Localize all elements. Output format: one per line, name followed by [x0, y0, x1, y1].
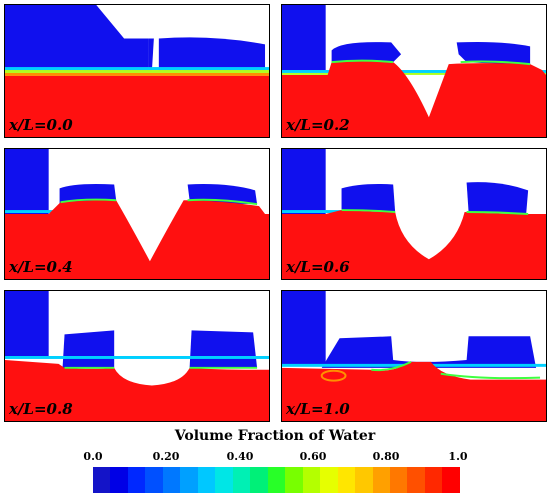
contour-plot — [282, 149, 546, 279]
colorbar — [93, 467, 460, 493]
colorbar-tick: 1.0 — [448, 450, 468, 463]
colorbar-tick: 0.0 — [83, 450, 103, 463]
colorbar-swatch — [302, 467, 321, 493]
contour-plot — [5, 149, 269, 279]
colorbar-swatch — [424, 467, 443, 493]
panel-xl-0.8: x/L=0.8 — [4, 290, 270, 422]
colorbar-tick: 0.60 — [299, 450, 327, 463]
colorbar-swatch — [355, 467, 373, 493]
colorbar-swatch — [372, 467, 390, 493]
panel-label: x/L=0.6 — [286, 258, 350, 276]
panel-label: x/L=0.2 — [286, 116, 350, 134]
colorbar-tick: 0.20 — [152, 450, 180, 463]
colorbar-swatch — [250, 467, 268, 493]
contour-plot — [5, 5, 269, 137]
panel-xl-0.6: x/L=0.6 — [281, 148, 547, 280]
colorbar-swatch — [110, 467, 128, 493]
colorbar-swatch — [180, 467, 198, 493]
colorbar-swatch — [320, 467, 338, 493]
colorbar-swatch — [407, 467, 425, 493]
colorbar-swatch — [145, 467, 163, 493]
colorbar-swatch — [162, 467, 181, 493]
colorbar-tick: 0.40 — [226, 450, 254, 463]
colorbar-swatch — [215, 467, 233, 493]
colorbar-title: Volume Fraction of Water — [174, 428, 376, 444]
contour-plot — [282, 291, 546, 421]
colorbar-swatch — [197, 467, 216, 493]
contour-plot — [282, 5, 546, 137]
colorbar-swatch — [285, 467, 303, 493]
panel-xl-0.0: x/L=0.0 — [4, 4, 270, 138]
colorbar-swatch — [337, 467, 356, 493]
colorbar-swatch — [389, 467, 408, 493]
colorbar-tick: 0.80 — [372, 450, 400, 463]
contour-plot — [5, 291, 269, 421]
panel-xl-0.4: x/L=0.4 — [4, 148, 270, 280]
colorbar-swatch — [93, 467, 111, 493]
panel-label: x/L=0.8 — [9, 400, 73, 418]
panel-xl-0.2: x/L=0.2 — [281, 4, 547, 138]
colorbar-swatch — [232, 467, 251, 493]
panel-label: x/L=1.0 — [286, 400, 350, 418]
panel-label: x/L=0.4 — [9, 258, 73, 276]
colorbar-swatch — [127, 467, 146, 493]
colorbar-swatch — [267, 467, 286, 493]
panel-xl-1.0: x/L=1.0 — [281, 290, 547, 422]
panel-label: x/L=0.0 — [9, 116, 73, 134]
colorbar-swatch — [442, 467, 460, 493]
